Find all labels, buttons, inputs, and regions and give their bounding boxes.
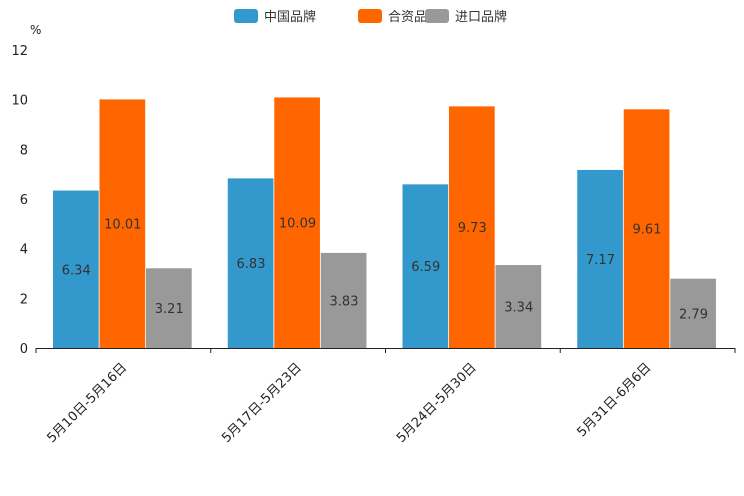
bar-1-0[interactable] xyxy=(227,178,274,348)
legend-label-0[interactable]: 中国品牌 xyxy=(264,9,316,25)
bar-value-label: 10.01 xyxy=(104,218,141,233)
bar-2-0[interactable] xyxy=(402,184,449,348)
bar-value-label: 2.79 xyxy=(679,307,708,322)
x-axis: 5月10日-5月16日 5月17日-5月23日 5月24日-5月30日 5月31日-6… xyxy=(35,348,736,446)
x-category-label: 5月24日-5月30日 xyxy=(394,360,480,446)
legend-swatch-1[interactable] xyxy=(358,9,382,23)
y-axis: 0 2 4 6 8 10 12 xyxy=(11,44,28,357)
y-tick-label: 10 xyxy=(11,94,28,109)
legend-swatch-2[interactable] xyxy=(425,9,449,23)
legend-swatch-0[interactable] xyxy=(234,9,258,23)
bar-3-0[interactable] xyxy=(577,169,623,348)
y-tick-label: 12 xyxy=(11,44,28,59)
bar-value-label: 6.34 xyxy=(62,263,91,278)
bars: 6.34 10.01 3.21 6.83 10.09 3.83 6.59 9.73 3.34 7.… xyxy=(53,97,716,348)
y-tick-label: 0 xyxy=(20,342,28,357)
legend: 中国品牌 合资品牌 进口品牌 xyxy=(234,9,507,25)
bar-0-1[interactable] xyxy=(99,99,146,348)
x-category-label: 5月31日-6月6日 xyxy=(575,360,655,440)
bar-value-label: 10.09 xyxy=(279,217,316,232)
y-tick-label: 6 xyxy=(20,193,28,208)
bar-2-2[interactable] xyxy=(495,265,542,348)
bar-3-2[interactable] xyxy=(670,278,716,348)
bar-value-label: 9.61 xyxy=(633,223,662,238)
bar-1-1[interactable] xyxy=(274,97,320,348)
bar-1-2[interactable] xyxy=(320,252,367,348)
bar-2-1[interactable] xyxy=(449,106,495,348)
bar-value-label: 6.83 xyxy=(237,257,266,272)
bar-3-1[interactable] xyxy=(623,109,670,348)
legend-label-2[interactable]: 进口品牌 xyxy=(455,9,507,25)
y-tick-label: 4 xyxy=(20,243,28,258)
bar-value-label: 6.59 xyxy=(411,260,440,275)
bar-0-0[interactable] xyxy=(53,190,99,348)
bar-value-label: 3.21 xyxy=(155,302,184,317)
bar-value-label: 7.17 xyxy=(586,253,615,268)
y-tick-label: 8 xyxy=(20,143,28,158)
x-category-label: 5月10日-5月16日 xyxy=(44,360,130,446)
x-category-label: 5月17日-5月23日 xyxy=(219,360,305,446)
y-unit-label: % xyxy=(30,23,41,37)
bar-0-2[interactable] xyxy=(146,268,192,348)
bar-value-label: 3.34 xyxy=(504,301,533,316)
y-tick-label: 2 xyxy=(20,292,28,307)
bar-value-label: 3.83 xyxy=(330,294,359,309)
bar-value-label: 9.73 xyxy=(458,221,487,236)
